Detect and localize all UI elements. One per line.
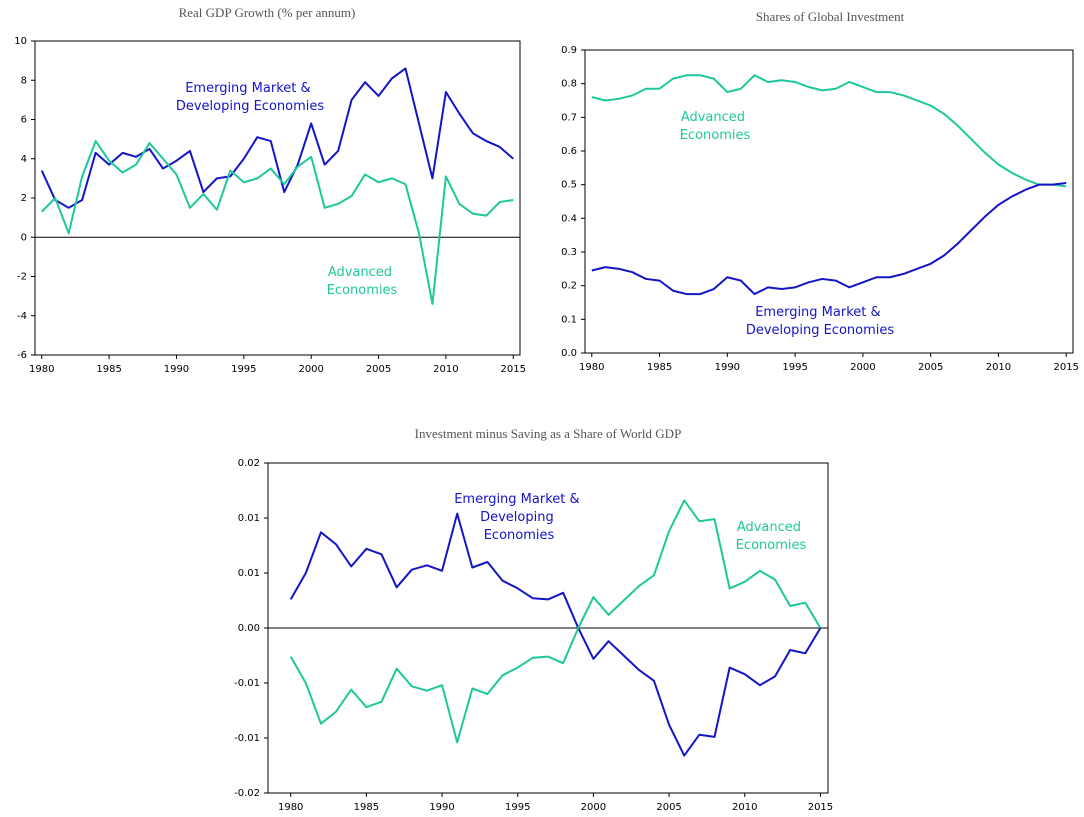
- chart-title: Real GDP Growth (% per annum): [179, 5, 356, 20]
- x-tick-label: 1990: [715, 362, 740, 373]
- x-tick-label: 2005: [656, 802, 681, 813]
- x-tick-label: 1980: [579, 362, 604, 373]
- y-tick-label: 0.2: [561, 281, 577, 292]
- y-tick-label: 0.02: [238, 458, 260, 469]
- x-tick-label: 1995: [505, 802, 530, 813]
- series-label: Advanced Economies: [736, 520, 807, 553]
- x-tick-label: 1980: [29, 364, 54, 375]
- y-tick-label: 8: [21, 75, 27, 86]
- y-tick-label: 0.3: [561, 247, 577, 258]
- y-tick-label: 2: [21, 193, 27, 204]
- y-tick-label: 0.1: [561, 314, 577, 325]
- x-tick-label: 2000: [581, 802, 606, 813]
- chart-title: Shares of Global Investment: [756, 9, 905, 24]
- x-tick-label: 2015: [501, 364, 526, 375]
- y-tick-label: 0.00: [238, 623, 260, 634]
- x-tick-label: 2010: [986, 362, 1011, 373]
- x-tick-label: 2000: [850, 362, 875, 373]
- x-tick-label: 2015: [1053, 362, 1078, 373]
- x-tick-label: 2000: [298, 364, 323, 375]
- x-tick-label: 2010: [433, 364, 458, 375]
- y-tick-label: 0: [21, 232, 27, 243]
- y-tick-label: -0.02: [234, 788, 260, 799]
- y-tick-label: 4: [21, 154, 27, 165]
- series-label: Advanced Economies: [680, 110, 751, 143]
- series-label: Emerging Market & Developing Economies: [176, 81, 325, 114]
- x-tick-label: 2010: [732, 802, 757, 813]
- y-tick-label: -4: [17, 311, 27, 322]
- series-line: [289, 512, 822, 757]
- y-tick-label: 0.01: [238, 568, 260, 579]
- x-tick-label: 2005: [366, 364, 391, 375]
- y-tick-label: 0.8: [561, 79, 577, 90]
- series-line: [289, 499, 822, 744]
- x-tick-label: 1995: [231, 364, 256, 375]
- x-tick-label: 1985: [647, 362, 672, 373]
- series-label: Emerging Market & Developing Economies: [454, 492, 584, 543]
- x-tick-label: 1980: [278, 802, 303, 813]
- x-tick-label: 1990: [164, 364, 189, 375]
- plot-frame: [584, 49, 1074, 354]
- x-tick-label: 2005: [918, 362, 943, 373]
- series-line: [41, 140, 514, 305]
- y-tick-label: -2: [17, 272, 27, 283]
- y-tick-label: 6: [21, 115, 27, 126]
- x-tick-label: 2015: [808, 802, 833, 813]
- y-tick-label: 0.01: [238, 513, 260, 524]
- y-tick-label: 0.9: [561, 45, 577, 56]
- x-tick-label: 1985: [96, 364, 121, 375]
- x-tick-label: 1990: [429, 802, 454, 813]
- series-label: Emerging Market & Developing Economies: [746, 305, 895, 338]
- x-tick-label: 1995: [782, 362, 807, 373]
- series-line: [591, 74, 1067, 188]
- y-tick-label: -0.01: [234, 733, 260, 744]
- series-line: [40, 67, 514, 209]
- y-tick-label: 10: [14, 36, 27, 47]
- y-tick-label: -0.01: [234, 678, 260, 689]
- x-tick-label: 1985: [354, 802, 379, 813]
- y-tick-label: 0.6: [561, 146, 577, 157]
- y-tick-label: 0.7: [561, 112, 577, 123]
- y-tick-label: 0.5: [561, 180, 577, 191]
- y-tick-label: -6: [17, 350, 27, 361]
- series-label: Advanced Economies: [327, 265, 398, 298]
- series-line: [591, 181, 1067, 296]
- y-tick-label: 0.4: [561, 213, 577, 224]
- chart-title: Investment minus Saving as a Share of Wo…: [415, 426, 682, 441]
- y-tick-label: 0.0: [561, 348, 577, 359]
